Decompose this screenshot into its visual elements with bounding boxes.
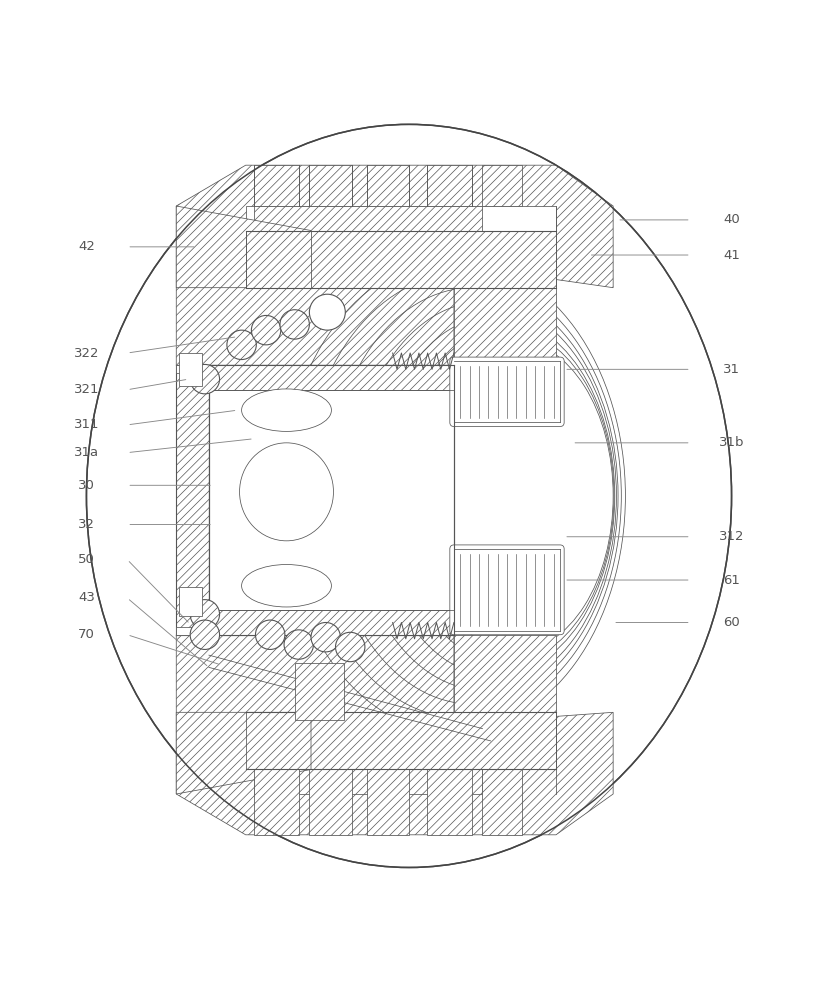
Text: 321: 321 xyxy=(74,383,99,396)
Text: 40: 40 xyxy=(723,213,740,226)
Polygon shape xyxy=(209,610,454,635)
Polygon shape xyxy=(454,288,556,365)
Polygon shape xyxy=(176,635,614,835)
Text: 70: 70 xyxy=(78,628,95,641)
Bar xyxy=(176,365,209,373)
Circle shape xyxy=(190,620,219,649)
Circle shape xyxy=(284,630,313,659)
Polygon shape xyxy=(366,165,409,206)
Text: 60: 60 xyxy=(723,616,740,629)
Polygon shape xyxy=(254,769,299,835)
Bar xyxy=(245,206,556,231)
Text: 322: 322 xyxy=(74,347,99,360)
Bar xyxy=(209,365,454,635)
Circle shape xyxy=(311,622,340,652)
Polygon shape xyxy=(176,206,311,288)
Bar xyxy=(294,663,344,720)
Polygon shape xyxy=(454,635,556,712)
Text: 30: 30 xyxy=(78,479,95,492)
FancyBboxPatch shape xyxy=(450,545,564,635)
Text: 42: 42 xyxy=(78,240,95,253)
Polygon shape xyxy=(254,165,299,206)
Ellipse shape xyxy=(241,389,331,431)
FancyBboxPatch shape xyxy=(450,357,564,427)
Polygon shape xyxy=(176,365,209,635)
Text: 43: 43 xyxy=(78,591,95,604)
Polygon shape xyxy=(366,769,409,835)
Circle shape xyxy=(190,364,219,394)
Text: 312: 312 xyxy=(719,530,744,543)
Polygon shape xyxy=(176,712,311,794)
Text: 41: 41 xyxy=(723,249,740,262)
Polygon shape xyxy=(483,769,522,835)
Polygon shape xyxy=(176,165,614,365)
Polygon shape xyxy=(245,231,311,288)
Circle shape xyxy=(335,632,365,662)
Text: 31b: 31b xyxy=(719,436,744,449)
Polygon shape xyxy=(427,769,472,835)
Polygon shape xyxy=(309,769,352,835)
Polygon shape xyxy=(209,365,454,390)
Ellipse shape xyxy=(87,124,731,867)
Text: 31: 31 xyxy=(723,363,740,376)
Polygon shape xyxy=(309,165,352,206)
Polygon shape xyxy=(245,206,556,288)
Text: 50: 50 xyxy=(78,553,95,566)
Text: 311: 311 xyxy=(74,418,99,431)
Polygon shape xyxy=(427,165,472,206)
Circle shape xyxy=(255,620,285,649)
Polygon shape xyxy=(483,165,522,206)
Bar xyxy=(176,627,209,635)
Bar xyxy=(245,745,556,769)
Text: 31a: 31a xyxy=(74,446,99,459)
Circle shape xyxy=(280,310,309,339)
Circle shape xyxy=(309,294,345,330)
Circle shape xyxy=(227,330,256,360)
Text: 32: 32 xyxy=(78,518,95,531)
Circle shape xyxy=(251,315,281,345)
Circle shape xyxy=(190,600,219,629)
Bar xyxy=(178,353,201,386)
Ellipse shape xyxy=(241,565,331,607)
Bar xyxy=(178,587,201,616)
Ellipse shape xyxy=(240,443,334,541)
Polygon shape xyxy=(245,712,556,794)
Text: 61: 61 xyxy=(723,574,740,587)
